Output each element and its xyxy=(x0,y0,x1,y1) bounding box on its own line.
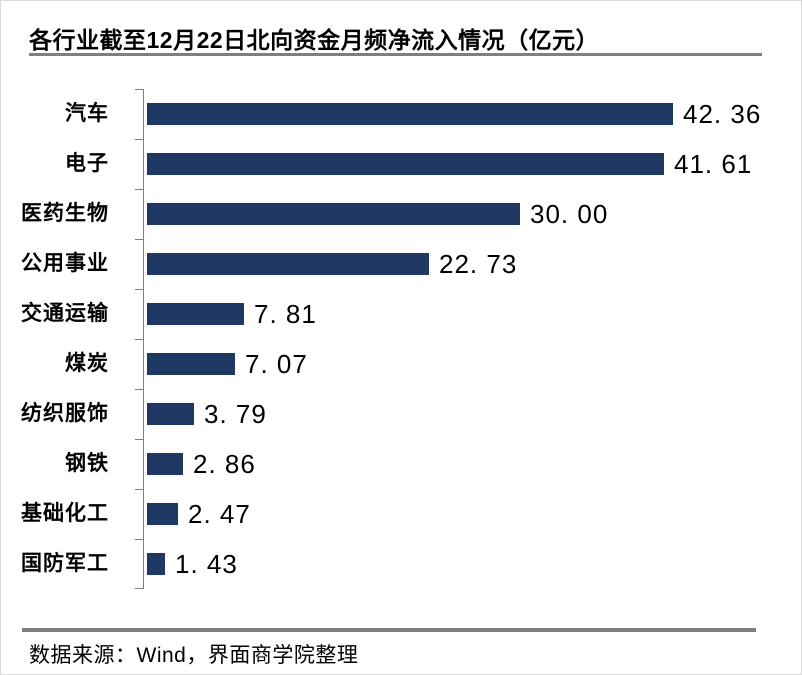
table-row: 纺织服饰 3. 79 xyxy=(1,389,801,439)
axis-tick xyxy=(135,289,144,290)
table-row: 交通运输 7. 81 xyxy=(1,289,801,339)
category-label: 公用事业 xyxy=(21,252,109,275)
table-row: 基础化工 2. 47 xyxy=(1,489,801,539)
value-label: 3. 79 xyxy=(204,399,267,429)
category-label: 国防军工 xyxy=(21,552,109,575)
value-label: 42. 36 xyxy=(683,99,762,129)
bar-chart: 汽车 42. 36 电子 41. 61 医药生物 30. 00 公用事业 22. 73 交通运输… xyxy=(1,89,801,589)
value-label: 7. 07 xyxy=(245,349,308,379)
axis-tick xyxy=(135,339,144,340)
value-label: 2. 86 xyxy=(193,449,256,479)
title-divider xyxy=(29,53,762,56)
bar xyxy=(147,353,235,375)
bar xyxy=(147,253,429,275)
axis-tick xyxy=(135,189,144,190)
data-source: 数据来源：Wind，界面商学院整理 xyxy=(29,644,359,667)
table-row: 汽车 42. 36 xyxy=(1,89,801,139)
category-label: 汽车 xyxy=(65,102,109,125)
bar xyxy=(147,403,194,425)
axis-tick xyxy=(135,539,144,540)
category-label: 医药生物 xyxy=(21,202,109,225)
axis-tick xyxy=(135,588,144,589)
value-label: 22. 73 xyxy=(439,249,518,279)
table-row: 国防军工 1. 43 xyxy=(1,539,801,589)
bar xyxy=(147,153,664,175)
chart-title: 各行业截至12月22日北向资金月频净流入情况（亿元） xyxy=(29,27,600,53)
value-label: 1. 43 xyxy=(175,549,238,579)
axis-tick xyxy=(135,489,144,490)
axis-tick xyxy=(135,439,144,440)
category-label: 煤炭 xyxy=(65,352,109,375)
value-label: 7. 81 xyxy=(254,299,317,329)
axis-tick xyxy=(135,239,144,240)
table-row: 医药生物 30. 00 xyxy=(1,189,801,239)
category-label: 基础化工 xyxy=(21,502,109,525)
table-row: 钢铁 2. 86 xyxy=(1,439,801,489)
bar xyxy=(147,453,183,475)
bar xyxy=(147,553,165,575)
footer-divider xyxy=(22,628,756,632)
category-label: 电子 xyxy=(65,152,109,175)
category-label: 纺织服饰 xyxy=(21,402,109,425)
value-label: 2. 47 xyxy=(188,499,251,529)
category-label: 钢铁 xyxy=(65,452,109,475)
category-label: 交通运输 xyxy=(21,302,109,325)
table-row: 煤炭 7. 07 xyxy=(1,339,801,389)
axis-tick xyxy=(135,89,144,90)
bar xyxy=(147,503,178,525)
table-row: 公用事业 22. 73 xyxy=(1,239,801,289)
axis-tick xyxy=(135,389,144,390)
bar xyxy=(147,303,244,325)
bar xyxy=(147,203,520,225)
bar xyxy=(147,103,673,125)
table-row: 电子 41. 61 xyxy=(1,139,801,189)
value-label: 30. 00 xyxy=(530,199,609,229)
axis-tick xyxy=(135,139,144,140)
value-label: 41. 61 xyxy=(674,149,753,179)
